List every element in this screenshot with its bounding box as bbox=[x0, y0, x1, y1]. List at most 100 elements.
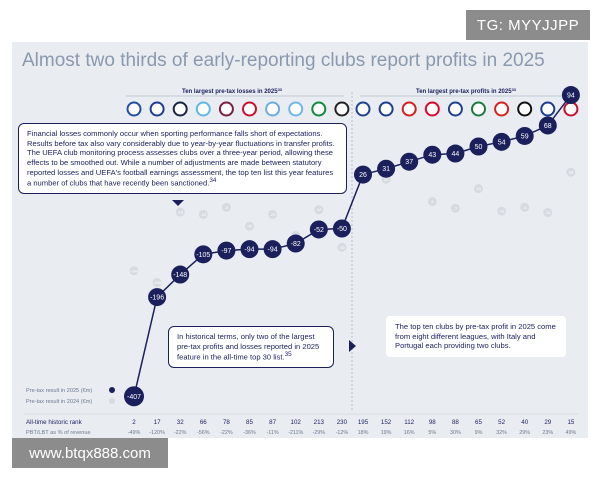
rank-value: 98 bbox=[429, 419, 436, 426]
crystal-palace-crest-icon bbox=[540, 101, 556, 117]
group-heading-footnote: 33 bbox=[278, 87, 283, 92]
point-2025-label: -52 bbox=[314, 227, 324, 234]
point-2024 bbox=[566, 167, 576, 177]
rank-value: 102 bbox=[291, 419, 302, 426]
point-2025 bbox=[400, 152, 419, 171]
lyon-crest-icon bbox=[149, 101, 165, 117]
point-2024 bbox=[268, 209, 278, 219]
tottenham-crest-icon bbox=[172, 101, 188, 117]
point-2025 bbox=[561, 86, 580, 105]
pbt-value: 49% bbox=[566, 430, 577, 436]
legend-2024-label: Pre-tax result in 2024 (€m) bbox=[26, 399, 92, 405]
point-2025-label: 37 bbox=[405, 159, 413, 166]
point-2025 bbox=[469, 137, 488, 156]
pbt-value: -12% bbox=[336, 430, 349, 436]
rank-value: 85 bbox=[246, 419, 253, 426]
pbt-value: -56% bbox=[197, 430, 210, 436]
point-2024-label: -45 bbox=[247, 224, 254, 229]
legend-2025-swatch bbox=[109, 387, 115, 393]
point-2024-label: -5 bbox=[523, 205, 527, 210]
nottingham-forest-crest-icon bbox=[242, 101, 257, 117]
rank-value: 2 bbox=[132, 419, 136, 426]
point-2025 bbox=[263, 240, 282, 259]
point-2025-label: -50 bbox=[337, 226, 347, 233]
juventus-crest-icon bbox=[334, 101, 350, 117]
point-2024-label: 14 bbox=[476, 186, 481, 191]
marseille-crest-icon bbox=[195, 101, 211, 117]
rank-value: 213 bbox=[314, 419, 325, 426]
porto-crest-icon bbox=[447, 101, 463, 117]
point-2025 bbox=[538, 116, 557, 135]
point-2024 bbox=[497, 206, 507, 216]
point-2024-label: -10 bbox=[316, 207, 323, 212]
pbt-value: 23% bbox=[542, 430, 553, 436]
point-2025-label: 94 bbox=[567, 93, 575, 100]
pbt-row-label: PBT/LBT as % of revenue bbox=[26, 430, 91, 436]
point-2024 bbox=[543, 208, 553, 218]
divider-arrow-icon bbox=[349, 340, 356, 352]
group-heading-2: Ten largest pre-tax profits in 202533 bbox=[416, 87, 517, 95]
point-2025 bbox=[240, 240, 259, 259]
point-2025-label: -148 bbox=[173, 272, 187, 279]
bayern-crest-icon bbox=[424, 101, 440, 117]
history-annotation-ref: 35 bbox=[284, 351, 292, 359]
losses-annotation-ref: 34 bbox=[209, 177, 217, 185]
inter-milan-crest-icon bbox=[517, 101, 533, 117]
pbt-value: 5% bbox=[428, 430, 436, 436]
point-2025-label: -97 bbox=[221, 248, 231, 255]
point-2025-label: 68 bbox=[544, 123, 552, 130]
rank-value: 66 bbox=[200, 419, 207, 426]
pbt-value: -36% bbox=[243, 430, 256, 436]
point-2025-label: -196 bbox=[150, 295, 164, 302]
rank-value: 15 bbox=[567, 419, 574, 426]
point-2025 bbox=[332, 219, 351, 238]
pbt-value: -49% bbox=[128, 430, 141, 436]
point-2024-label: 3 bbox=[431, 199, 434, 204]
rank-value: 195 bbox=[358, 419, 369, 426]
point-2025-label: -82 bbox=[291, 241, 301, 248]
pbt-value: -211% bbox=[288, 430, 303, 436]
benfica-crest-icon bbox=[401, 101, 417, 117]
point-2025 bbox=[354, 165, 372, 184]
point-2025-label: 31 bbox=[382, 166, 390, 173]
point-2024-label: -140 bbox=[130, 268, 139, 273]
group-heading-footnote: 33 bbox=[512, 87, 517, 92]
pbt-value: 16% bbox=[404, 430, 415, 436]
profits-annotation: The top ten clubs by pre-tax profit in 2… bbox=[386, 316, 566, 357]
history-annotation: In historical terms, only two of the lar… bbox=[168, 326, 334, 369]
rank-value: 112 bbox=[404, 419, 414, 426]
point-2024-label: -165 bbox=[153, 280, 162, 285]
point-2024-label: 28 bbox=[569, 170, 574, 175]
rank-value: 152 bbox=[381, 419, 392, 426]
point-2024-label: -7 bbox=[454, 206, 458, 211]
rank-value: 40 bbox=[521, 419, 528, 426]
pbt-value: 19% bbox=[381, 430, 392, 436]
manchester-city-crest-icon bbox=[265, 101, 281, 117]
point-2024 bbox=[520, 202, 530, 212]
point-2024 bbox=[221, 202, 231, 212]
rank-row-label: All-time historic rank bbox=[26, 419, 83, 426]
point-2024 bbox=[245, 221, 254, 231]
chelsea-crest-icon bbox=[126, 101, 142, 117]
losses-annotation: Financial losses commonly occur when spo… bbox=[18, 123, 347, 195]
point-2024 bbox=[427, 196, 437, 206]
point-2024 bbox=[337, 242, 347, 252]
lazio-crest-icon bbox=[288, 101, 304, 117]
point-2025-label: 43 bbox=[428, 152, 436, 159]
point-2024 bbox=[450, 203, 460, 213]
point-2025 bbox=[171, 265, 190, 284]
group-heading-1: Ten largest pre-tax losses in 202533 bbox=[182, 87, 283, 95]
point-2024 bbox=[152, 278, 162, 288]
pbt-value: 29% bbox=[519, 430, 530, 436]
pbt-value: -11% bbox=[267, 430, 279, 436]
pbt-value: -120% bbox=[149, 430, 165, 436]
point-2024-label: 22 bbox=[384, 177, 389, 182]
sporting-crest-icon bbox=[471, 101, 486, 117]
legend-2025-label: Pre-tax result in 2025 (€m) bbox=[26, 388, 92, 394]
pbt-value: -29% bbox=[313, 430, 326, 436]
rank-value: 29 bbox=[544, 419, 551, 426]
point-2025 bbox=[124, 386, 144, 407]
point-2025 bbox=[377, 159, 396, 178]
rank-value: 78 bbox=[223, 419, 230, 426]
